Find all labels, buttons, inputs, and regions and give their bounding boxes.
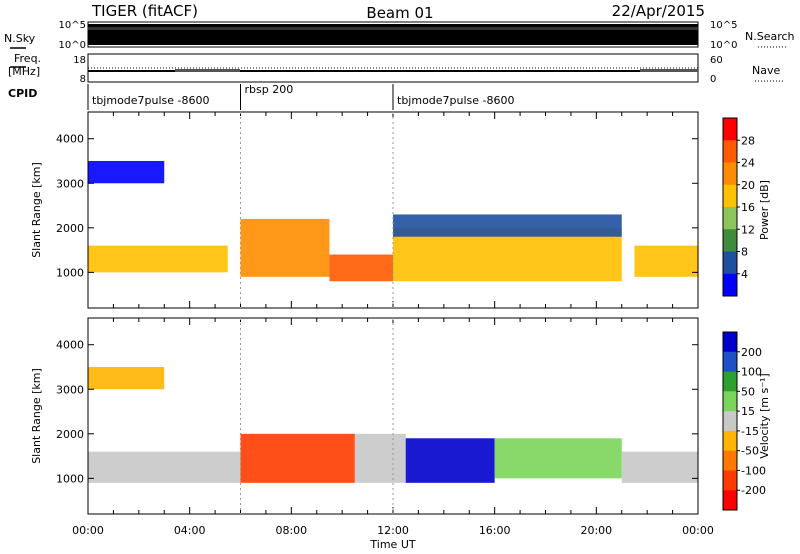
velocity-colorbar-frame <box>722 331 738 511</box>
velocity-colorbar-swatch <box>723 371 737 392</box>
x-tick-label: 08:00 <box>275 524 307 537</box>
radar-title: TIGER (fitACF) <box>91 2 198 20</box>
power-band <box>634 245 698 277</box>
power-band <box>240 218 330 277</box>
velocity-band <box>621 451 698 483</box>
power-colorbar-swatch <box>723 184 737 208</box>
velocity-colorbar-swatch <box>723 470 737 491</box>
nave-tick-bottom: 0 <box>710 74 716 85</box>
velocity-colorbar-tick-label: 15 <box>741 405 755 418</box>
x-tick-labels: 00:00 04:00 08:00 12:00 16:00 20:00 00:00 <box>72 524 714 537</box>
velocity-colorbar-swatch <box>723 351 737 373</box>
cpid-label: CPID <box>8 87 37 100</box>
velocity-colorbar-swatch <box>723 332 737 353</box>
power-ytick-label: 1000 <box>56 266 84 279</box>
power-colorbar-tick-label: 20 <box>741 179 755 192</box>
power-colorbar-swatch <box>723 118 737 141</box>
velocity-band <box>240 433 355 483</box>
power-band <box>393 214 622 237</box>
velocity-ytick-label: 1000 <box>56 472 84 485</box>
power-colorbar-label: Power [dB] <box>758 180 771 240</box>
power-ylabel: Slant Range [km] <box>30 162 43 258</box>
power-colorbar-tick-label: 12 <box>741 223 755 236</box>
velocity-colorbar-swatch <box>723 490 737 511</box>
velocity-band <box>354 433 406 483</box>
velocity-colorbar-swatch <box>723 450 737 471</box>
power-panel: 1000 2000 3000 4000 Slant Range [km] <box>30 111 699 309</box>
x-tick-label: 00:00 <box>72 524 104 537</box>
velocity-colorbar-tick-label: -50 <box>741 445 759 458</box>
power-colorbar-swatch <box>723 273 737 297</box>
power-colorbar-swatch <box>723 251 737 275</box>
freq-label-line1: Freq. <box>14 52 41 65</box>
velocity-colorbar-tick-label: -200 <box>741 484 766 497</box>
velocity-colorbar-tick-label: 200 <box>741 346 762 359</box>
power-colorbar-tick-label: 8 <box>741 246 748 259</box>
velocity-bands <box>88 367 698 483</box>
power-colorbar-tick-label: 16 <box>741 201 755 214</box>
power-ytick-label: 2000 <box>56 222 84 235</box>
nsearch-tick-bottom: 10^0 <box>710 40 737 51</box>
velocity-colorbar-swatch <box>723 391 737 412</box>
power-colorbar-swatch <box>723 229 737 252</box>
power-ytick-label: 3000 <box>56 177 84 190</box>
velocity-ytick-label: 4000 <box>56 339 84 352</box>
x-tick-label: 04:00 <box>174 524 206 537</box>
velocity-panel: 1000 2000 3000 4000 Slant Range [km] <box>30 317 699 515</box>
velocity-band <box>88 367 165 390</box>
power-colorbar-tick-label: 4 <box>741 268 748 281</box>
nave-tick-top: 60 <box>710 55 723 66</box>
power-colorbar-swatch <box>723 207 737 230</box>
nsky-panel: N.Sky 10^5 10^0 10^5 10^0 N.Search <box>4 20 795 51</box>
nsky-label: N.Sky <box>4 32 36 45</box>
freq-label-line2: [MHz] <box>8 65 40 78</box>
power-colorbar: Power [dB] 28 24 20 16 12 8 4 <box>722 117 771 297</box>
x-tick-label: 16:00 <box>479 524 511 537</box>
power-band <box>88 161 165 184</box>
freq-panel: Freq. [MHz] 18 8 60 0 Nave <box>8 52 785 85</box>
power-band <box>329 254 393 282</box>
nave-label: Nave <box>752 64 780 77</box>
velocity-colorbar-label: Velocity [m s⁻¹] <box>758 373 771 458</box>
velocity-colorbar-tick-label: -100 <box>741 464 766 477</box>
nsearch-label: N.Search <box>745 30 795 43</box>
freq-tick-top: 18 <box>73 55 86 66</box>
cpid-segment-label: tbjmode7pulse -8600 <box>92 94 210 107</box>
velocity-colorbar: Velocity [m s⁻¹] 200 100 50 15 -15 -50 -100 -20… <box>722 331 771 511</box>
x-tick-label: 00:00 <box>682 524 714 537</box>
nsearch-tick-top: 10^5 <box>710 20 737 31</box>
cpid-strip: CPID tbjmode7pulse -8600 rbsp 200 tbjmode7… <box>8 83 515 110</box>
cpid-segment-label: tbjmode7pulse -8600 <box>397 94 515 107</box>
velocity-band <box>405 438 495 483</box>
power-bands <box>88 161 698 282</box>
beam-title: Beam 01 <box>366 4 433 22</box>
freq-tick-bottom: 8 <box>80 74 86 85</box>
nsky-tick-bottom: 10^0 <box>59 40 86 51</box>
power-colorbar-swatch <box>723 140 737 163</box>
x-tick-label: 12:00 <box>377 524 409 537</box>
velocity-ylabel: Slant Range [km] <box>30 368 43 464</box>
date-title: 22/Apr/2015 <box>612 2 705 20</box>
x-tick-label: 20:00 <box>580 524 612 537</box>
velocity-colorbar-swatch <box>723 411 737 432</box>
x-axis-label: Time UT <box>369 538 415 551</box>
velocity-band <box>88 451 241 483</box>
power-colorbar-tick-label: 24 <box>741 157 755 170</box>
velocity-ytick-label: 3000 <box>56 383 84 396</box>
cpid-segment-label: rbsp 200 <box>245 83 294 96</box>
velocity-colorbar-tick-label: 50 <box>741 385 755 398</box>
power-band <box>88 245 228 273</box>
nsky-tick-top: 10^5 <box>59 20 86 31</box>
velocity-colorbar-tick-label: 100 <box>741 366 762 379</box>
power-colorbar-tick-label: 28 <box>741 134 755 147</box>
velocity-colorbar-tick-label: -15 <box>741 425 759 438</box>
velocity-colorbar-swatch <box>723 430 737 452</box>
power-colorbar-swatch <box>723 162 737 186</box>
power-ytick-label: 4000 <box>56 133 84 146</box>
velocity-ytick-label: 2000 <box>56 428 84 441</box>
velocity-band <box>494 438 622 479</box>
